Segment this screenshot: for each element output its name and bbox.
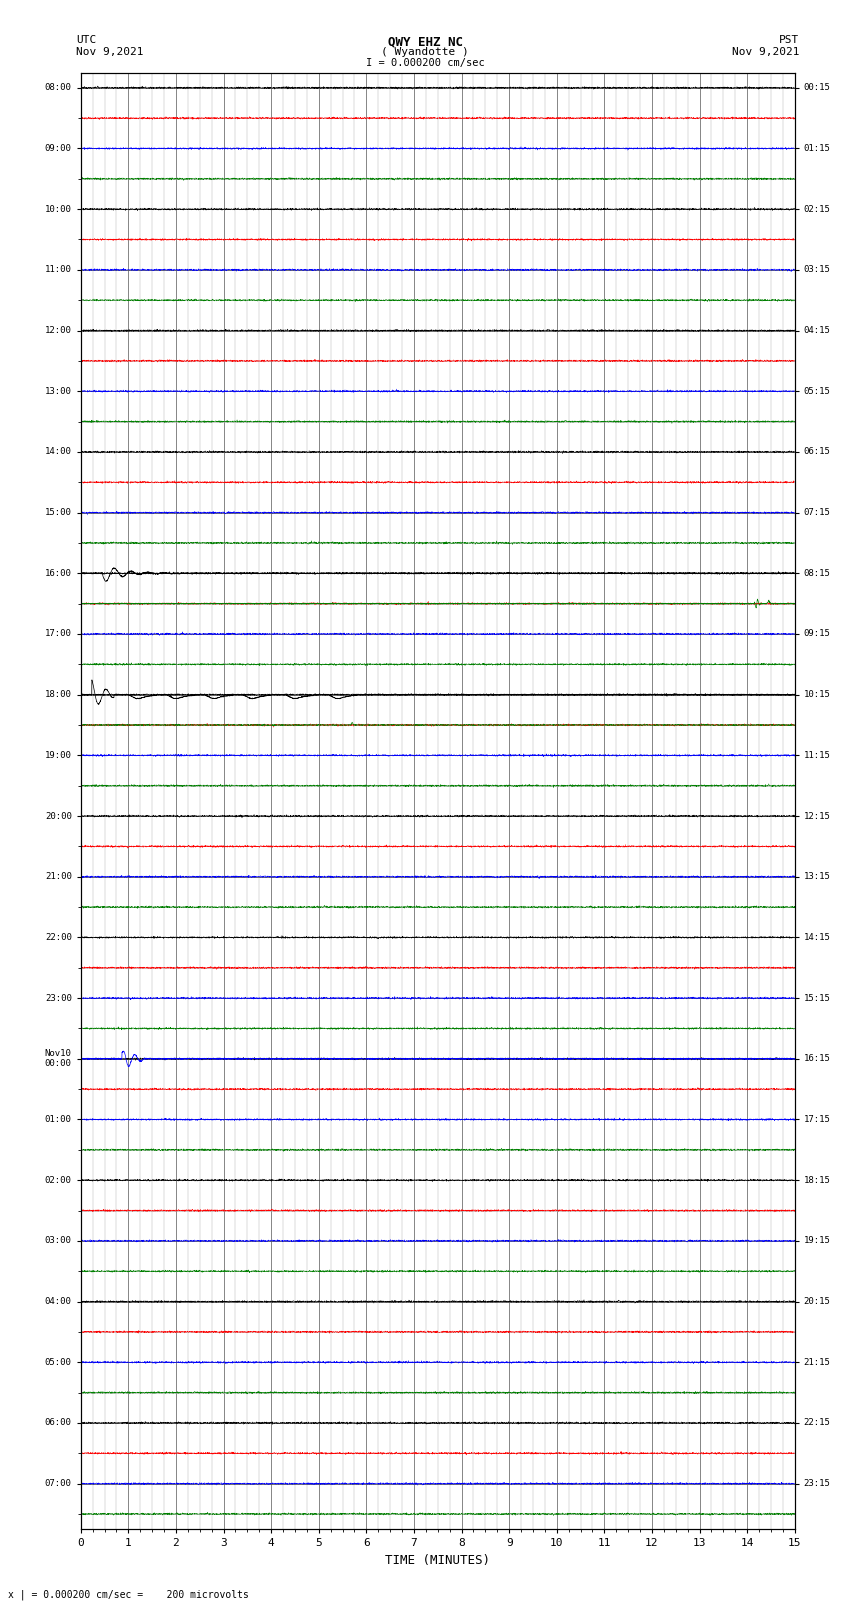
X-axis label: TIME (MINUTES): TIME (MINUTES) <box>385 1553 490 1566</box>
Text: Nov 9,2021: Nov 9,2021 <box>732 47 799 56</box>
Text: ( Wyandotte ): ( Wyandotte ) <box>381 47 469 56</box>
Text: x | = 0.000200 cm/sec =    200 microvolts: x | = 0.000200 cm/sec = 200 microvolts <box>8 1589 249 1600</box>
Text: PST: PST <box>779 35 799 45</box>
Text: QWY EHZ NC: QWY EHZ NC <box>388 35 462 48</box>
Text: UTC: UTC <box>76 35 97 45</box>
Text: Nov 9,2021: Nov 9,2021 <box>76 47 144 56</box>
Text: I = 0.000200 cm/sec: I = 0.000200 cm/sec <box>366 58 484 68</box>
